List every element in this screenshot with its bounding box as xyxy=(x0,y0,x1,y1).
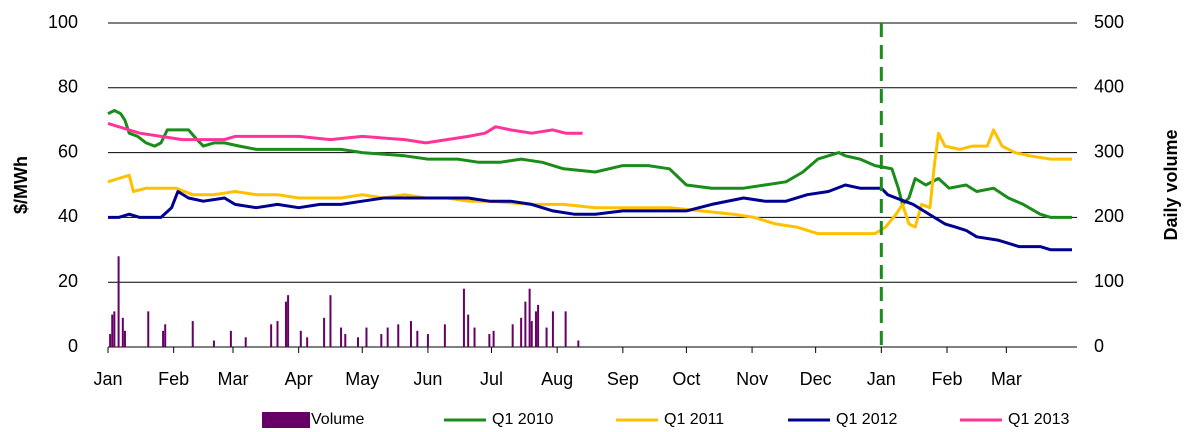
volume-bar xyxy=(551,311,554,347)
series-line xyxy=(107,109,1072,219)
volume-bar xyxy=(357,337,360,347)
volume-bar xyxy=(537,304,540,347)
x-tick-label: Mar xyxy=(218,369,249,389)
volume-bar xyxy=(329,295,332,347)
legend-label: Q1 2010 xyxy=(492,411,553,428)
volume-bar xyxy=(284,301,287,347)
volume-bar xyxy=(212,340,215,347)
volume-bar xyxy=(492,330,495,347)
volume-bar xyxy=(534,311,537,347)
volume-bar xyxy=(244,337,247,347)
x-tick-label: Feb xyxy=(158,369,189,389)
volume-bar xyxy=(511,324,514,347)
x-tick-label: Dec xyxy=(800,369,832,389)
volume-bar xyxy=(276,321,279,347)
volume-bar xyxy=(123,330,126,347)
volume-bar xyxy=(386,327,389,347)
volume-bar xyxy=(323,317,326,347)
y2-tick-label: 0 xyxy=(1094,336,1104,356)
volume-bar xyxy=(113,311,116,347)
y-tick-label: 80 xyxy=(58,77,78,97)
volume-bar xyxy=(520,317,523,347)
volume-bar xyxy=(117,256,120,347)
x-tick-label: May xyxy=(345,369,379,389)
y-tick-label: 40 xyxy=(58,206,78,226)
x-tick-label: Aug xyxy=(541,369,573,389)
volume-bar xyxy=(121,317,124,347)
volume-bar xyxy=(299,330,302,347)
series-line xyxy=(107,121,583,145)
volume-bar xyxy=(467,314,470,347)
legend-label: Q1 2013 xyxy=(1008,411,1069,428)
y2-tick-label: 500 xyxy=(1094,12,1124,32)
volume-bar xyxy=(365,327,368,347)
legend-label: Volume xyxy=(311,411,364,428)
volume-bar xyxy=(164,324,167,347)
volume-bar xyxy=(545,327,548,347)
x-tick-label: Mar xyxy=(991,369,1022,389)
volume-bar xyxy=(380,334,383,347)
legend-label: Q1 2011 xyxy=(664,411,724,428)
volume-bar xyxy=(409,321,412,347)
volume-bar xyxy=(147,311,150,347)
legend-swatch xyxy=(262,412,310,428)
volume-bar xyxy=(426,334,429,347)
volume-bar xyxy=(577,340,580,347)
y-tick-label: 20 xyxy=(58,271,78,291)
y-axis-title: $/MWh xyxy=(11,156,31,214)
volume-bar xyxy=(270,324,273,347)
volume-bar xyxy=(416,330,419,347)
x-tick-label: Jul xyxy=(480,369,503,389)
volume-bar xyxy=(528,288,531,347)
volume-bar xyxy=(191,321,194,347)
y2-axis-title: Daily volume xyxy=(1161,129,1181,240)
volume-bar xyxy=(162,330,165,347)
legend-label: Q1 2012 xyxy=(836,411,897,428)
y-tick-label: 100 xyxy=(48,12,78,32)
volume-bar xyxy=(524,301,527,347)
volume-bar xyxy=(488,334,491,347)
x-tick-label: Jan xyxy=(93,369,122,389)
volume-bar xyxy=(229,330,232,347)
volume-bar xyxy=(397,324,400,347)
x-tick-label: Nov xyxy=(736,369,768,389)
volume-bar xyxy=(473,327,476,347)
y2-tick-label: 200 xyxy=(1094,206,1124,226)
volume-bar xyxy=(109,334,112,347)
volume-bar xyxy=(443,324,446,347)
x-tick-label: Feb xyxy=(931,369,962,389)
y2-tick-label: 100 xyxy=(1094,271,1124,291)
volume-bar xyxy=(530,321,533,347)
y-tick-label: 60 xyxy=(58,141,78,161)
y-tick-label: 0 xyxy=(68,336,78,356)
volume-bar xyxy=(344,334,347,347)
y2-tick-label: 400 xyxy=(1094,77,1124,97)
x-tick-label: Jun xyxy=(413,369,442,389)
x-tick-label: Apr xyxy=(285,369,313,389)
volume-bar xyxy=(340,327,343,347)
volume-bar xyxy=(111,314,114,347)
volume-bar xyxy=(287,295,290,347)
series-line xyxy=(107,128,1072,236)
y2-tick-label: 300 xyxy=(1094,141,1124,161)
x-tick-label: Sep xyxy=(607,369,639,389)
x-tick-label: Oct xyxy=(672,369,700,389)
volume-bar xyxy=(306,337,309,347)
x-tick-label: Jan xyxy=(867,369,896,389)
volume-bar xyxy=(564,311,567,347)
series-line xyxy=(108,183,1072,252)
volume-bar xyxy=(462,288,465,347)
